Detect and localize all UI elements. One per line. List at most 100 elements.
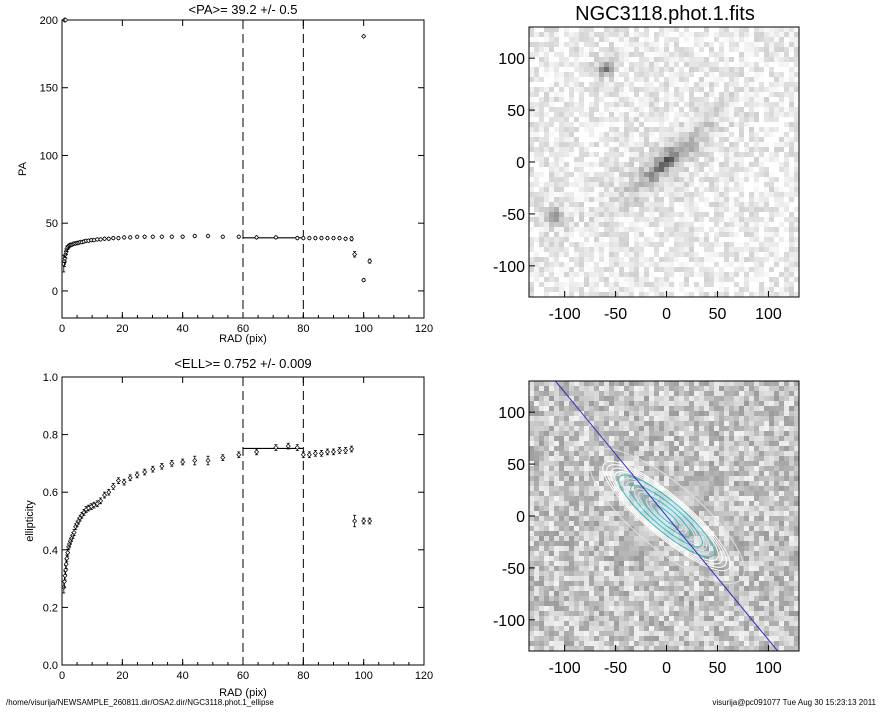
model-pixel xyxy=(649,386,654,391)
model-pixel xyxy=(579,491,584,496)
image-pixel xyxy=(569,247,574,252)
image-pixel xyxy=(604,172,609,177)
image-pixel xyxy=(714,127,719,132)
image-pixel xyxy=(684,282,689,287)
image-pixel xyxy=(704,97,709,102)
image-pixel xyxy=(564,167,569,172)
image-pixel xyxy=(759,27,764,32)
model-pixel xyxy=(724,471,729,476)
model-pixel xyxy=(744,511,749,516)
image-pixel xyxy=(714,167,719,172)
model-pixel xyxy=(729,396,734,401)
model-pixel xyxy=(594,506,599,511)
image-pixel xyxy=(589,27,594,32)
image-pixel xyxy=(684,247,689,252)
image-pixel xyxy=(564,172,569,177)
image-pixel xyxy=(739,117,744,122)
image-pixel xyxy=(534,132,539,137)
pa-outlier-point xyxy=(362,34,366,38)
image-pixel xyxy=(599,267,604,272)
image-pixel xyxy=(669,167,674,172)
image-pixel xyxy=(624,252,629,257)
image-pixel xyxy=(564,102,569,107)
image-pixel xyxy=(789,117,794,122)
image-pixel xyxy=(649,32,654,37)
image-pixel xyxy=(694,242,699,247)
image-pixel xyxy=(689,107,694,112)
model-pixel xyxy=(629,441,634,446)
model-pixel xyxy=(724,456,729,461)
model-pixel xyxy=(609,491,614,496)
model-pixel xyxy=(619,406,624,411)
image-pixel xyxy=(679,282,684,287)
image-pixel xyxy=(674,252,679,257)
image-pixel xyxy=(539,197,544,202)
image-pixel xyxy=(704,142,709,147)
image-pixel xyxy=(744,262,749,267)
model-pixel xyxy=(604,501,609,506)
image-pixel xyxy=(659,182,664,187)
model-pixel xyxy=(664,436,669,441)
image-pixel xyxy=(739,77,744,82)
image-pixel xyxy=(529,207,534,212)
ell-x-tick-label: 0 xyxy=(59,670,65,682)
model-pixel xyxy=(594,421,599,426)
image-pixel xyxy=(744,192,749,197)
image-pixel xyxy=(594,132,599,137)
ell-data-points xyxy=(62,443,372,593)
model-pixel xyxy=(689,426,694,431)
image-pixel xyxy=(664,107,669,112)
model-pixel xyxy=(529,386,534,391)
model-pixel xyxy=(719,441,724,446)
model-pixel xyxy=(729,456,734,461)
model-pixel xyxy=(724,461,729,466)
image-pixel xyxy=(769,142,774,147)
image-pixel xyxy=(564,72,569,77)
model-pixel xyxy=(699,416,704,421)
image-pixel xyxy=(724,162,729,167)
image-pixel xyxy=(609,247,614,252)
image-pixel xyxy=(679,142,684,147)
image-pixel xyxy=(764,117,769,122)
image-pixel xyxy=(654,162,659,167)
image-pixel xyxy=(589,57,594,62)
image-pixel xyxy=(684,32,689,37)
image-pixel xyxy=(784,182,789,187)
image-pixel xyxy=(744,87,749,92)
image-pixel xyxy=(759,57,764,62)
model-pixel xyxy=(549,511,554,516)
image-pixel xyxy=(779,107,784,112)
model-pixel xyxy=(684,461,689,466)
model-pixel xyxy=(569,506,574,511)
image-pixel xyxy=(664,27,669,32)
image-pixel xyxy=(724,97,729,102)
image-pixel xyxy=(574,127,579,132)
image-pixel xyxy=(684,162,689,167)
image-pixel xyxy=(574,87,579,92)
image-pixel xyxy=(539,97,544,102)
image-pixel xyxy=(634,187,639,192)
model-pixel xyxy=(739,471,744,476)
image-pixel xyxy=(714,267,719,272)
model-pixel xyxy=(534,496,539,501)
model-pixel xyxy=(729,416,734,421)
model-pixel xyxy=(614,441,619,446)
model-pixel xyxy=(634,436,639,441)
model-pixel xyxy=(704,491,709,496)
model-pixel xyxy=(649,456,654,461)
image-pixel xyxy=(694,217,699,222)
model-pixel xyxy=(629,421,634,426)
image-pixel xyxy=(584,137,589,142)
model-pixel xyxy=(654,461,659,466)
image-pixel xyxy=(624,157,629,162)
image-pixel xyxy=(574,217,579,222)
model-pixel xyxy=(539,471,544,476)
image-pixel xyxy=(584,157,589,162)
image-pixel xyxy=(734,67,739,72)
image-pixel xyxy=(554,272,559,277)
image-pixel xyxy=(789,67,794,72)
image-pixel xyxy=(774,257,779,262)
model-pixel xyxy=(709,416,714,421)
image-pixel xyxy=(649,137,654,142)
model-pixel xyxy=(654,401,659,406)
